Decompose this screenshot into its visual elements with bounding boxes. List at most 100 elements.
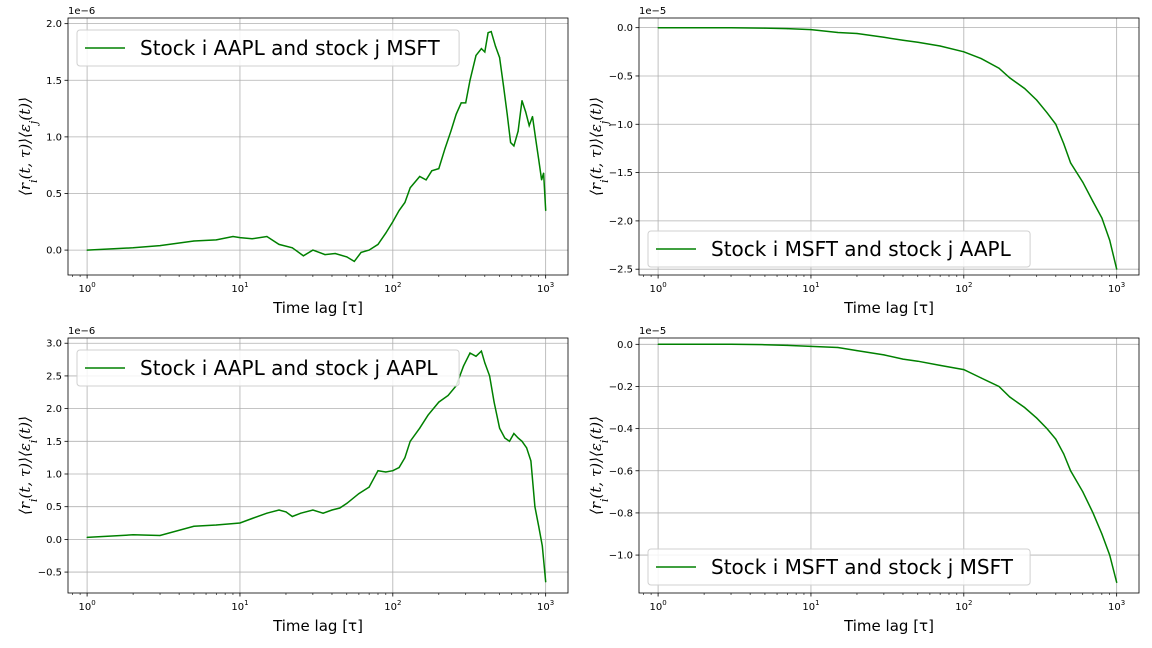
x-tick-label: 100 <box>78 599 95 613</box>
x-tick-label: 103 <box>1108 281 1125 295</box>
y-tick-label: 2.0 <box>46 19 62 30</box>
data-point <box>521 440 523 442</box>
data-point <box>300 512 302 514</box>
y-tick-label: −1.5 <box>609 168 633 179</box>
data-point <box>215 524 217 526</box>
y-tick-label: 1.0 <box>46 470 62 481</box>
data-point <box>856 350 858 352</box>
axes-frame <box>67 337 569 594</box>
data-point <box>266 512 268 514</box>
data-point <box>444 147 446 149</box>
data-point <box>462 365 465 367</box>
subplot-4: 100 101 102 103 0.0 −0.2 −0.4 −0.6 −0.8 −1.0 1e−5 T… <box>587 326 1140 635</box>
data-point <box>334 252 336 255</box>
data-point <box>883 36 885 38</box>
data-point <box>484 51 486 53</box>
data-point <box>764 344 766 346</box>
y-axis-label: ⟨ri(t, τ)⟩⟨εi(t)⟩ <box>16 416 40 515</box>
data-point <box>810 29 812 31</box>
data-point <box>377 470 379 472</box>
data-point <box>239 237 241 239</box>
data-point <box>506 113 508 115</box>
data-point <box>998 67 1000 69</box>
data-point <box>837 31 839 34</box>
x-tick-label: 100 <box>649 281 666 295</box>
data-point <box>331 509 333 511</box>
data-point <box>438 401 440 403</box>
data-point <box>385 471 387 473</box>
data-point <box>312 509 314 511</box>
data-point <box>353 260 355 262</box>
data-point <box>856 32 858 35</box>
data-point <box>541 545 543 547</box>
subplot-2: 100 101 102 103 0.0 −0.5 −1.0 −1.5 −2.0 −2.5 1e−5 T… <box>587 6 1140 317</box>
data-point <box>480 48 482 50</box>
data-point <box>409 440 411 442</box>
y-tick-label: 0.0 <box>46 246 62 257</box>
data-point <box>517 437 519 439</box>
data-point <box>517 130 519 132</box>
data-point <box>810 345 812 347</box>
series-line <box>87 30 547 263</box>
data-point <box>132 534 134 536</box>
axes-frame <box>67 17 569 276</box>
data-point <box>534 506 536 508</box>
data-point <box>419 175 421 178</box>
x-tick-label: 102 <box>955 599 972 613</box>
data-point <box>409 187 411 189</box>
data-point <box>730 343 732 345</box>
data-point <box>538 158 540 161</box>
data-point <box>703 27 705 29</box>
data-point <box>132 247 134 249</box>
data-point <box>543 172 545 174</box>
data-point <box>1036 417 1038 419</box>
legend-box <box>647 548 1031 586</box>
data-point <box>438 168 440 170</box>
subplot-1: 100 101 102 103 0.0 0.5 1.0 1.5 2.0 1e−6 Time lag … <box>16 6 569 317</box>
data-point <box>475 54 477 57</box>
data-point <box>377 243 379 245</box>
y-axis-label: ⟨ri(t, τ)⟩⟨εj(t)⟩ <box>16 97 40 196</box>
x-axis-label: Time lag [τ] <box>272 299 363 317</box>
data-point <box>1070 162 1072 164</box>
subplot-3: 100 101 102 103 3.0 2.5 2.0 1.5 1.0 0.5 0.0 −0.5 1e−… <box>16 326 569 635</box>
data-point <box>251 517 253 520</box>
y-tick-label: 0.5 <box>46 502 62 513</box>
data-point <box>1082 181 1084 183</box>
data-point <box>499 427 501 429</box>
data-point <box>1082 491 1084 493</box>
data-point <box>939 45 941 47</box>
data-point <box>902 39 904 41</box>
data-point <box>285 511 287 513</box>
y-tick-label: 0.0 <box>617 23 633 34</box>
data-point <box>1116 268 1118 270</box>
x-tick-label: 100 <box>649 599 666 613</box>
data-point <box>484 362 486 364</box>
data-point <box>499 57 501 59</box>
data-point <box>535 138 537 140</box>
data-point <box>998 385 1000 388</box>
data-point <box>368 486 370 488</box>
data-point <box>159 534 161 537</box>
axes-frame <box>638 17 1140 276</box>
data-point <box>291 515 293 518</box>
data-point <box>980 377 982 379</box>
data-point <box>360 251 362 253</box>
x-tick-label: 103 <box>537 281 554 295</box>
data-point <box>703 343 705 345</box>
data-point <box>1024 87 1026 90</box>
x-tick-label: 101 <box>802 599 819 613</box>
data-point <box>1101 217 1103 219</box>
data-point <box>1046 428 1048 430</box>
data-point <box>455 113 457 115</box>
y-tick-label: −2.0 <box>609 216 633 227</box>
data-point <box>291 247 293 249</box>
data-point <box>730 27 732 29</box>
data-point <box>1092 201 1094 203</box>
legend-label: Stock i AAPL and stock j MSFT <box>140 36 441 60</box>
data-point <box>504 437 506 439</box>
data-point <box>786 28 788 30</box>
data-point <box>419 427 421 429</box>
legend-box <box>76 29 460 67</box>
